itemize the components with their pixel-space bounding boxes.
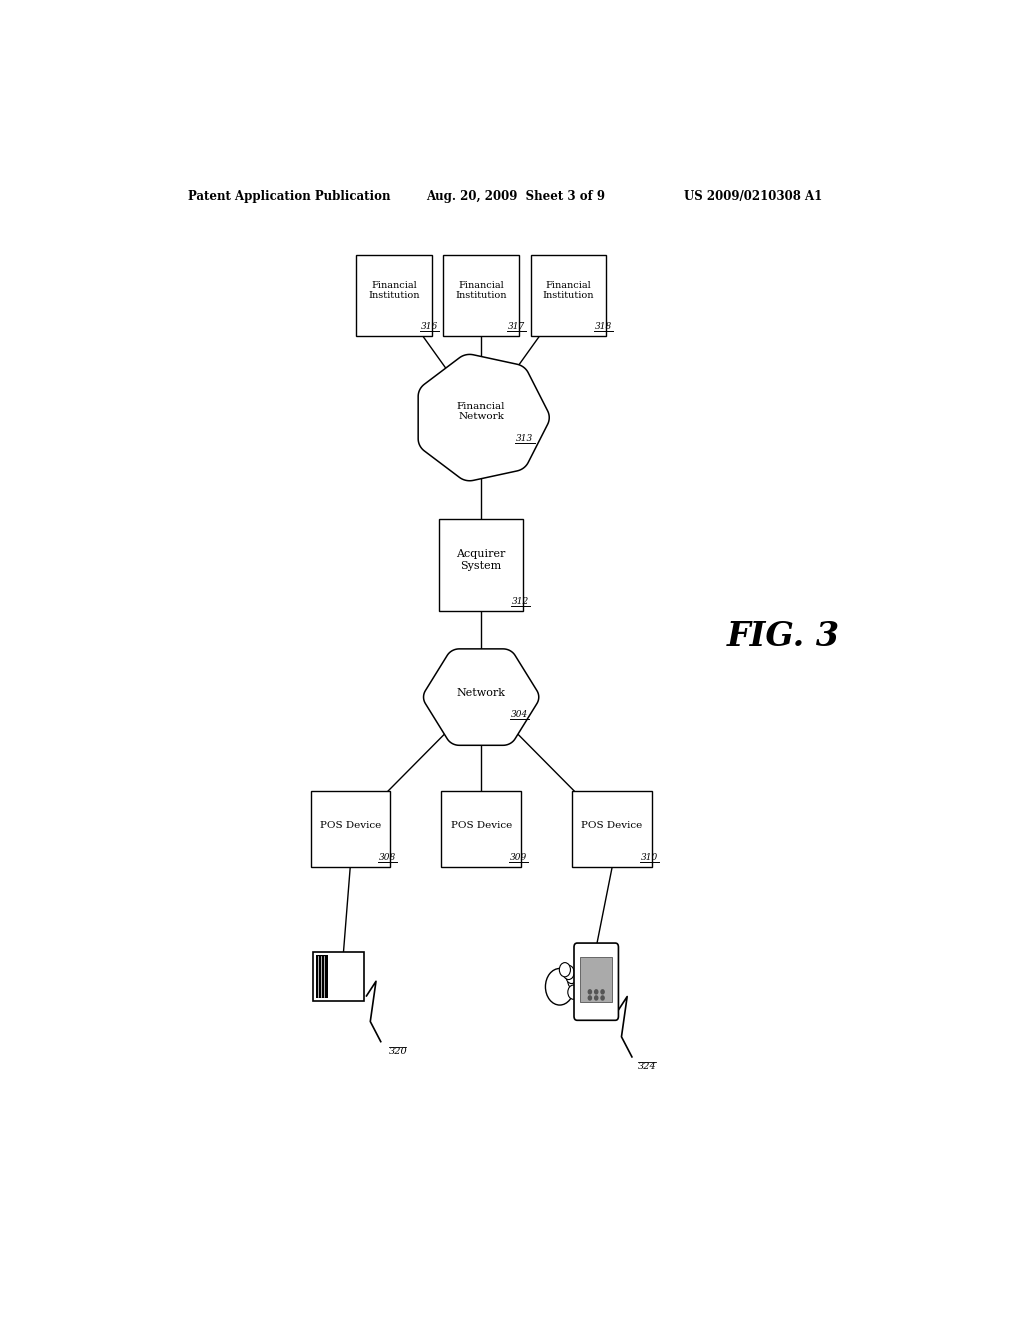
Circle shape: [559, 962, 570, 977]
Text: 308: 308: [379, 853, 396, 862]
Text: Acquirer
System: Acquirer System: [457, 549, 506, 570]
Circle shape: [595, 995, 598, 1001]
Circle shape: [588, 995, 592, 1001]
Text: 324: 324: [638, 1063, 657, 1071]
FancyBboxPatch shape: [443, 255, 519, 337]
FancyBboxPatch shape: [310, 791, 390, 867]
FancyBboxPatch shape: [574, 942, 618, 1020]
FancyBboxPatch shape: [356, 255, 431, 337]
Text: 312: 312: [512, 597, 529, 606]
Text: Financial
Institution: Financial Institution: [368, 281, 420, 300]
Text: 320: 320: [389, 1047, 408, 1056]
Polygon shape: [424, 649, 539, 746]
Circle shape: [595, 990, 598, 994]
Text: Patent Application Publication: Patent Application Publication: [187, 190, 390, 202]
Text: Financial
Institution: Financial Institution: [543, 281, 594, 300]
FancyBboxPatch shape: [581, 957, 612, 1002]
Text: Financial
Network: Financial Network: [457, 401, 506, 421]
Text: Aug. 20, 2009  Sheet 3 of 9: Aug. 20, 2009 Sheet 3 of 9: [426, 190, 604, 202]
Text: POS Device: POS Device: [582, 821, 643, 830]
FancyBboxPatch shape: [530, 255, 606, 337]
Text: 309: 309: [510, 853, 527, 862]
Text: 304: 304: [511, 710, 528, 718]
Text: Financial
Institution: Financial Institution: [456, 281, 507, 300]
Text: 317: 317: [508, 322, 525, 331]
Circle shape: [566, 969, 578, 983]
Circle shape: [563, 965, 574, 979]
Circle shape: [568, 985, 579, 999]
Text: 316: 316: [421, 322, 438, 331]
Circle shape: [568, 974, 579, 989]
Text: FIG. 3: FIG. 3: [727, 619, 841, 652]
Text: 318: 318: [595, 322, 612, 331]
Text: 313: 313: [516, 434, 534, 444]
Circle shape: [546, 969, 574, 1005]
Circle shape: [601, 990, 604, 994]
Polygon shape: [418, 354, 549, 480]
Circle shape: [588, 990, 592, 994]
FancyBboxPatch shape: [572, 791, 651, 867]
FancyBboxPatch shape: [439, 519, 523, 611]
FancyBboxPatch shape: [312, 952, 365, 1001]
Text: POS Device: POS Device: [319, 821, 381, 830]
Text: Network: Network: [457, 688, 506, 698]
FancyBboxPatch shape: [441, 791, 521, 867]
FancyBboxPatch shape: [316, 956, 328, 998]
Text: US 2009/0210308 A1: US 2009/0210308 A1: [684, 190, 822, 202]
Circle shape: [601, 995, 604, 1001]
Text: 310: 310: [641, 853, 658, 862]
Text: POS Device: POS Device: [451, 821, 512, 830]
